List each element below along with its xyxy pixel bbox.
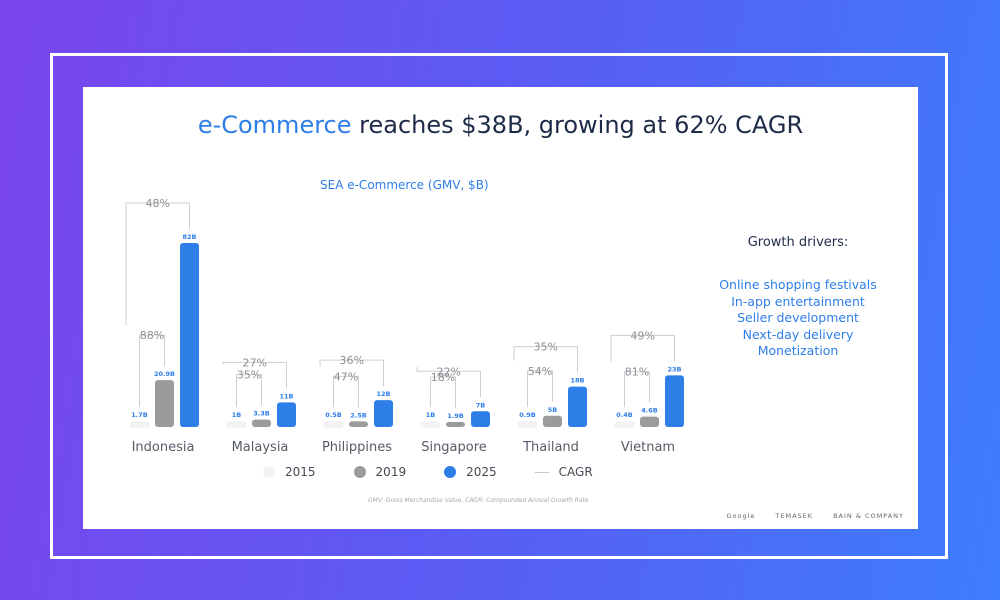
bar-singapore-2025 <box>471 411 490 427</box>
chart-legend: 2015 2019 2025 CAGR <box>263 465 631 479</box>
value-label-vietnam-2025: 23B <box>668 365 682 373</box>
legend-swatch-2019 <box>353 466 366 478</box>
cagr-label-singapore-2015-2019: 18% <box>431 371 455 384</box>
legend-label-2025: 2025 <box>466 465 497 479</box>
cagr-label-vietnam-2015-2019: 81% <box>625 366 649 379</box>
cagr-bracket-singapore-2015-2019 <box>430 376 456 408</box>
bar-indonesia-2015 <box>129 421 150 428</box>
bar-malaysia-2019 <box>252 419 271 427</box>
cagr-bracket-indonesia-2015-2019 <box>139 334 165 407</box>
bar-vietnam-2025 <box>665 375 684 427</box>
category-label-philippines: Philippines <box>322 440 392 455</box>
legend-item-cagr: CAGR <box>534 465 593 479</box>
cagr-bracket-singapore-2019-2025 <box>416 367 481 398</box>
cagr-bracket-thailand-2015-2019 <box>527 370 553 407</box>
drivers-title: Growth drivers: <box>747 235 849 250</box>
bar-indonesia-2019 <box>155 380 174 427</box>
value-label-vietnam-2015: 0.4B <box>616 411 633 419</box>
legend-swatch-2015 <box>263 466 275 478</box>
drivers-list: Online shopping festivals In-app enterta… <box>693 277 903 360</box>
value-label-vietnam-2019: 4.6B <box>641 407 658 415</box>
temasek-logo: TEMASEK <box>775 512 814 520</box>
value-label-thailand-2019: 5B <box>548 406 558 414</box>
growth-drivers: Growth drivers: Online shopping festival… <box>693 235 903 360</box>
driver-item: Online shopping festivals <box>719 277 877 292</box>
bar-singapore-2015 <box>420 421 441 428</box>
cagr-label-philippines-2019-2025: 36% <box>340 354 364 367</box>
bain-logo: BAIN & COMPANY <box>833 512 904 520</box>
cagr-bracket-philippines-2019-2025 <box>319 359 384 387</box>
cagr-label-malaysia-2015-2019: 35% <box>237 369 261 382</box>
value-label-thailand-2025: 18B <box>571 377 585 385</box>
bar-thailand-2025 <box>568 386 587 427</box>
value-label-malaysia-2025: 11B <box>280 392 294 400</box>
category-label-vietnam: Vietnam <box>621 440 675 455</box>
driver-item: Monetization <box>757 343 839 358</box>
value-label-malaysia-2015: 1B <box>232 411 242 419</box>
outer-frame <box>50 53 948 559</box>
bar-malaysia-2025 <box>277 402 296 427</box>
cagr-bracket-thailand-2019-2025 <box>513 346 578 373</box>
legend-item-2015: 2015 <box>263 465 316 479</box>
value-label-thailand-2015: 0.9B <box>519 411 536 419</box>
bar-philippines-2025 <box>374 400 393 427</box>
bar-malaysia-2015 <box>226 421 247 428</box>
driver-item: In-app entertainment <box>731 293 865 309</box>
cagr-bracket-philippines-2015-2019 <box>333 375 359 408</box>
cagr-label-vietnam-2019-2025: 49% <box>631 329 655 342</box>
value-label-singapore-2019: 1.9B <box>447 412 464 420</box>
driver-item: Seller development <box>737 310 859 325</box>
cagr-label-singapore-2019-2025: 22% <box>437 365 461 378</box>
value-label-philippines-2025: 12B <box>377 390 391 398</box>
cagr-label-indonesia-2019-2025: 48% <box>146 197 170 210</box>
value-label-philippines-2019: 2.5B <box>350 411 367 419</box>
cagr-bracket-malaysia-2015-2019 <box>236 374 262 407</box>
cagr-label-malaysia-2019-2025: 27% <box>243 356 267 369</box>
bar-singapore-2019 <box>446 422 465 427</box>
category-label-indonesia: Indonesia <box>132 440 195 455</box>
legend-label-2019: 2019 <box>375 465 407 479</box>
title-rest: reaches $38B, growing at 62% CAGR <box>351 111 804 139</box>
footnote: GMV: Gross Merchandise Value, CAGR: Comp… <box>368 497 589 504</box>
cagr-label-thailand-2019-2025: 35% <box>534 341 558 354</box>
legend-label-2015: 2015 <box>285 465 316 479</box>
partner-logos: Google TEMASEK BAIN & COMPANY <box>707 512 905 520</box>
category-label-malaysia: Malaysia <box>232 440 289 455</box>
legend-swatch-2025 <box>444 466 457 478</box>
cagr-bracket-malaysia-2019-2025 <box>222 361 287 389</box>
cagr-bracket-vietnam-2015-2019 <box>624 371 650 407</box>
value-label-philippines-2015: 0.5B <box>325 411 342 419</box>
bar-vietnam-2015 <box>614 421 635 428</box>
category-label-thailand: Thailand <box>522 440 579 455</box>
bar-vietnam-2019 <box>640 416 659 427</box>
cagr-bracket-indonesia-2019-2025 <box>125 202 190 326</box>
slide-title: e-Commerce reaches $38B, growing at 62% … <box>83 111 918 139</box>
chart-title: SEA e-Commerce (GMV, $B) <box>320 178 489 192</box>
bar-philippines-2019 <box>349 421 368 427</box>
google-logo: Google <box>726 512 756 520</box>
cagr-label-thailand-2015-2019: 54% <box>528 365 552 378</box>
value-label-indonesia-2019: 20.9B <box>154 370 175 378</box>
legend-swatch-cagr <box>534 471 549 473</box>
bar-indonesia-2025 <box>180 243 199 427</box>
value-label-singapore-2015: 1B <box>426 411 436 419</box>
value-label-indonesia-2015: 1.7B <box>131 411 148 419</box>
legend-label-cagr: CAGR <box>558 465 593 479</box>
driver-item: Next-day delivery <box>742 326 854 342</box>
legend-item-2025: 2025 <box>444 465 497 479</box>
bar-thailand-2019 <box>543 415 562 427</box>
value-label-singapore-2025: 7B <box>476 401 486 409</box>
cagr-label-philippines-2015-2019: 47% <box>334 370 358 383</box>
cagr-label-indonesia-2015-2019: 88% <box>140 329 164 342</box>
cagr-bracket-vietnam-2019-2025 <box>610 334 675 362</box>
value-label-malaysia-2019: 3.3B <box>253 410 270 418</box>
slide-card: e-Commerce reaches $38B, growing at 62% … <box>83 87 918 529</box>
title-accent: e-Commerce <box>197 111 352 139</box>
value-label-indonesia-2025: 82B <box>183 233 197 241</box>
bar-philippines-2015 <box>323 421 344 428</box>
category-label-singapore: Singapore <box>421 440 487 455</box>
legend-item-2019: 2019 <box>353 465 407 479</box>
bar-thailand-2015 <box>517 421 538 428</box>
